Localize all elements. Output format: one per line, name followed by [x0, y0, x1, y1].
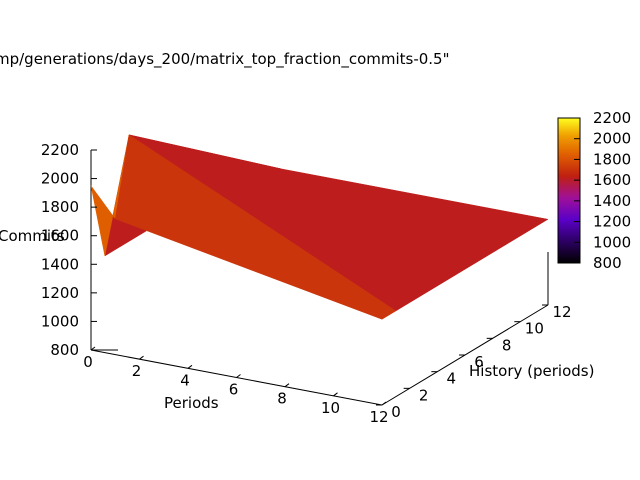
z-tick-label: 1400: [41, 255, 79, 273]
z-tick-label: 2200: [41, 141, 79, 159]
y-tick-label: 8: [502, 336, 512, 354]
y-tick-label: 10: [525, 320, 544, 338]
y-tick-label: 4: [447, 370, 457, 388]
chart-title: mp/generations/days_200/matrix_top_fract…: [0, 50, 450, 69]
colorbar-tick-label: 2200: [593, 109, 631, 127]
colorbar-tick-label: 1200: [593, 213, 631, 231]
y-tick-label: 2: [419, 386, 429, 404]
x-axis-ticks: 0 2 4 6 8 10 12: [83, 346, 389, 426]
y-tick-label: 12: [552, 303, 571, 321]
surface-facet: [114, 134, 397, 320]
z-tick-label: 800: [50, 341, 79, 359]
z-tick-label: 1600: [41, 227, 79, 245]
surface: [90, 134, 549, 320]
x-tick-label: 6: [229, 381, 239, 399]
x-tick-mark: [333, 392, 338, 397]
y-tick-label: 6: [474, 353, 484, 371]
z-tick-label: 1000: [41, 312, 79, 330]
colorbar-tick-label: 1000: [593, 233, 631, 251]
colorbar-tick-label: 1600: [593, 171, 631, 189]
x-tick-mark: [381, 401, 387, 406]
colorbar-tick-label: 2000: [593, 130, 631, 148]
colorbar: [557, 117, 581, 264]
y-tick-label: 0: [391, 403, 401, 421]
x-tick-mark: [139, 355, 144, 360]
x-axis-label: Periods: [164, 394, 219, 412]
colorbar-tick-label: 800: [593, 254, 622, 272]
x-tick-mark: [284, 383, 290, 388]
y-axis-label: History (periods): [469, 362, 594, 380]
x-tick-label: 12: [369, 408, 388, 426]
z-axis-label: Commits: [0, 227, 65, 245]
z-axis-ticks: 800 1000 1200 1400 1600 1800 2000 2200: [41, 141, 97, 359]
z-tick-label: 1800: [41, 198, 79, 216]
x-tick-label: 10: [321, 399, 340, 417]
colorbar-tick-label: 1400: [593, 192, 631, 210]
z-tick-label: 1200: [41, 284, 79, 302]
x-tick-label: 8: [277, 390, 287, 408]
x-tick-mark: [187, 364, 193, 369]
colorbar-tick-label: 1800: [593, 150, 631, 168]
colorbar-ticks: 800 1000 1200 1400 1600 1800 2000 2200: [574, 109, 631, 272]
x-tick-mark: [90, 346, 96, 351]
colorbar-gradient: [557, 117, 581, 264]
x-tick-label: 4: [180, 371, 190, 389]
z-tick-label: 2000: [41, 170, 79, 188]
x-tick-label: 0: [83, 353, 93, 371]
x-tick-label: 2: [132, 362, 142, 380]
x-tick-mark: [236, 374, 241, 378]
